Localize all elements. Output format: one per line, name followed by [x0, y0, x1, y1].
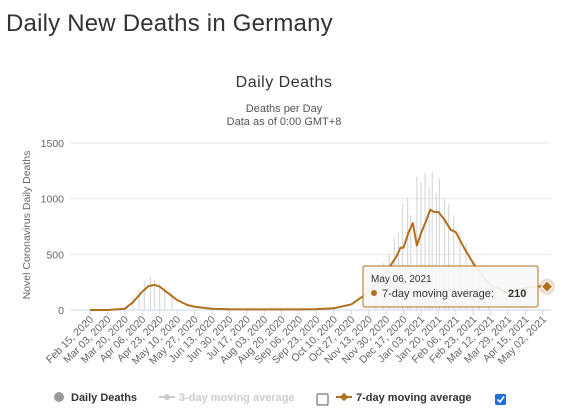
legend-dot-daily-deaths [54, 392, 64, 402]
daily-death-bar [401, 204, 404, 310]
daily-death-bar [431, 171, 433, 310]
chart-title: Daily Deaths [236, 74, 333, 91]
y-tick-label: 0 [58, 305, 64, 317]
daily-death-bar [428, 187, 430, 310]
legend-item-7-day-average[interactable]: 7-day moving average [336, 392, 472, 404]
tooltip-series-dot [371, 290, 377, 296]
daily-death-bar [435, 193, 437, 310]
legend-marker-3-day [164, 394, 170, 400]
daily-death-bar [171, 293, 173, 310]
daily-death-bar [410, 215, 412, 310]
legend-item-3-day-average[interactable]: 3-day moving average [159, 392, 295, 404]
daily-death-bar [438, 178, 441, 310]
daily-death-bar [143, 281, 145, 310]
daily-death-bar [164, 287, 166, 310]
legend-marker-7-day [339, 392, 349, 402]
y-tick-label: 1000 [41, 194, 65, 206]
daily-death-bar [153, 279, 156, 310]
daily-death-bar [453, 215, 455, 310]
daily-death-bar [138, 289, 140, 310]
daily-death-bar [159, 283, 161, 310]
y-tick-label: 1500 [41, 138, 65, 150]
tooltip-box [362, 265, 539, 308]
legend-label-daily-deaths: Daily Deaths [71, 392, 137, 404]
daily-death-bar [443, 198, 446, 310]
hover-point-marker [540, 280, 554, 293]
tooltip-date: May 06, 2021 [371, 274, 432, 285]
gridlines [70, 142, 551, 255]
tooltip-value: 210 [508, 288, 526, 300]
check-icon [496, 396, 505, 404]
chart-subtitle-line2: Data as of 0:00 GMT+8 [227, 116, 342, 128]
legend: Daily Deaths 3-day moving average 7-day … [54, 392, 506, 406]
daily-death-bar [407, 198, 409, 310]
y-axis-label: Novel Coronavirus Daily Deaths [21, 151, 33, 300]
daily-death-bar [448, 204, 450, 310]
legend-label-3-day: 3-day moving average [179, 392, 295, 404]
tooltip: May 06, 2021 7-day moving average: 210 [362, 265, 539, 308]
chart-text: Daily Deaths Deaths per Day Data as of 0… [21, 74, 341, 299]
daily-death-bar [420, 181, 422, 310]
daily-death-bar [424, 173, 426, 310]
page-title: Daily New Deaths in Germany [6, 10, 333, 37]
checkbox-7-day-average[interactable] [495, 394, 506, 405]
daily-death-bar [149, 276, 152, 310]
tooltip-label: 7-day moving average: [382, 288, 494, 300]
legend-item-daily-deaths[interactable]: Daily Deaths [54, 392, 137, 404]
legend-label-7-day: 7-day moving average [356, 392, 472, 404]
y-tick-label: 500 [46, 249, 64, 261]
checkbox-7-day-box [495, 394, 506, 405]
checkbox-3-day-average[interactable] [316, 393, 329, 406]
chart-subtitle-line1: Deaths per Day [246, 103, 323, 115]
